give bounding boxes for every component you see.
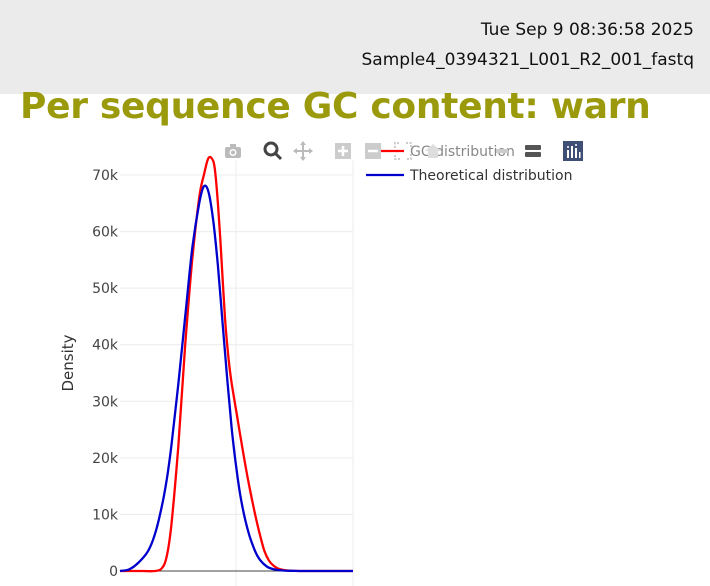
- reset-axes-icon[interactable]: [422, 140, 444, 162]
- zoom-in-icon[interactable]: [332, 140, 354, 162]
- camera-icon[interactable]: [222, 140, 244, 162]
- y-axis-ticks: 0 10k 20k 30k 40k 50k 60k 70k: [92, 168, 119, 580]
- y-tick-label: 10k: [92, 507, 119, 523]
- autoscale-icon[interactable]: [392, 140, 414, 162]
- y-tick-label: 50k: [92, 281, 119, 297]
- legend-label[interactable]: Theoretical distribution: [409, 168, 572, 184]
- report-date: Tue Sep 9 08:36:58 2025: [480, 20, 694, 40]
- horizontal-grid: [120, 174, 353, 572]
- vertical-grid: [235, 160, 354, 586]
- series-line-gc-distribution[interactable]: [119, 155, 353, 573]
- pan-icon[interactable]: [292, 140, 314, 162]
- series-line-theoretical-distribution[interactable]: [119, 184, 353, 573]
- plot-modebar: [222, 140, 592, 164]
- zoom-out-icon[interactable]: [362, 140, 384, 162]
- y-tick-label: 40k: [92, 338, 119, 354]
- plotly-logo-icon[interactable]: [562, 140, 584, 162]
- y-tick-label: 20k: [92, 451, 119, 467]
- sample-filename: Sample4_0394321_L001_R2_001_fastq: [361, 50, 694, 70]
- y-axis-title: Density: [59, 334, 77, 391]
- y-tick-label: 60k: [92, 225, 119, 241]
- y-tick-label: 0: [109, 564, 118, 580]
- spike-lines-icon[interactable]: [492, 140, 514, 162]
- section-title: Per sequence GC content: warn: [20, 86, 651, 127]
- hover-compare-icon[interactable]: [522, 140, 544, 162]
- report-header: Tue Sep 9 08:36:58 2025 Sample4_0394321_…: [0, 0, 710, 94]
- zoom-icon[interactable]: [262, 140, 284, 162]
- series-lines: [119, 155, 353, 573]
- y-tick-label: 30k: [92, 394, 119, 410]
- y-tick-label: 70k: [92, 168, 119, 184]
